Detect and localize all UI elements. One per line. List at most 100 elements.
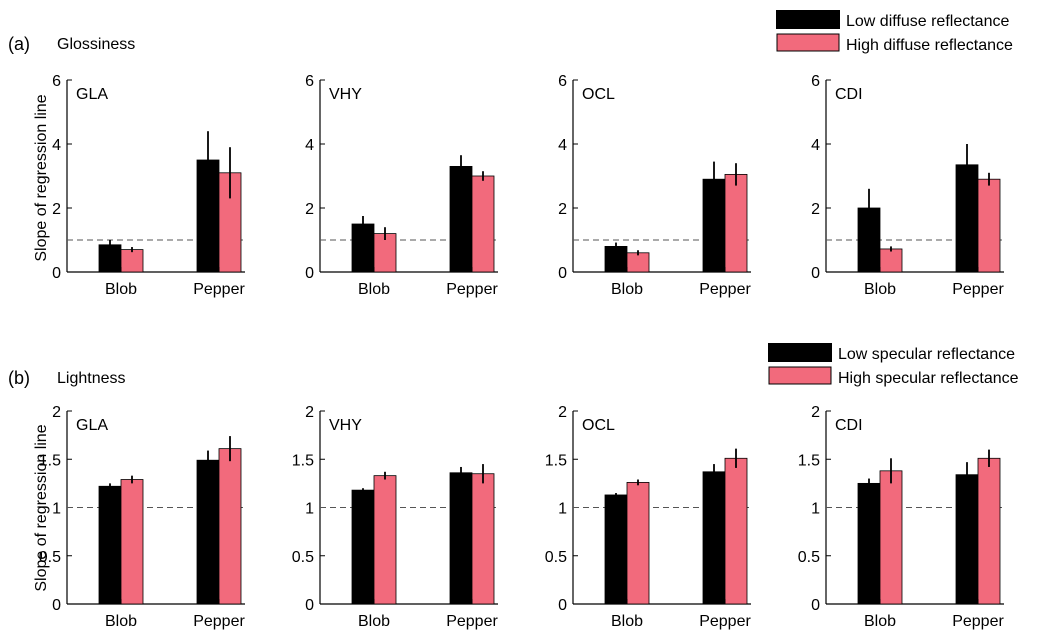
bar-low xyxy=(196,459,220,605)
y-tick-label: 4 xyxy=(52,137,61,154)
bar-low xyxy=(604,494,628,605)
y-tick-label: 0 xyxy=(305,597,314,614)
y-tick-label: 6 xyxy=(52,73,61,90)
subplot-vhy-b: 0 0.5 1 1.5 2 VHY Blob Pepper xyxy=(292,404,500,630)
legend-a: Low diffuse reflectance High diffuse ref… xyxy=(776,10,1013,54)
y-tick-label: 1 xyxy=(558,501,567,518)
bar-low xyxy=(449,472,473,605)
bar-high xyxy=(879,248,903,273)
bar-high xyxy=(626,482,650,605)
x-tick-label: Pepper xyxy=(446,613,498,630)
bar-high xyxy=(977,457,1001,605)
bar-low xyxy=(857,482,881,605)
subplot-title: GLA xyxy=(76,86,108,103)
y-tick-label: 6 xyxy=(558,73,567,90)
y-tick-label: 4 xyxy=(811,137,820,154)
panel-title-a: Glossiness xyxy=(57,36,135,53)
subplots: 0 2 4 6 GLA Blob Pepper 0 2 4 6 VHY Blob Pepper 0 2 4 6 OC… xyxy=(39,73,1006,630)
y-tick-label: 1.5 xyxy=(798,452,820,469)
bar-high xyxy=(373,475,397,605)
legend-b-swatch-low xyxy=(768,343,832,362)
y-tick-label: 2 xyxy=(811,201,820,218)
x-tick-label: Blob xyxy=(105,281,137,298)
y-tick-label: 0 xyxy=(558,597,567,614)
y-tick-label: 6 xyxy=(305,73,314,90)
y-tick-label: 1.5 xyxy=(545,452,567,469)
bar-high xyxy=(724,173,748,273)
bar-low xyxy=(702,471,726,605)
x-tick-label: Pepper xyxy=(193,613,245,630)
x-tick-label: Blob xyxy=(864,281,896,298)
bar-high xyxy=(120,479,144,605)
subplot-gla-a: 0 2 4 6 GLA Blob Pepper xyxy=(52,73,247,298)
legend-b-swatch-high xyxy=(768,366,832,385)
x-tick-label: Pepper xyxy=(699,613,751,630)
y-tick-label: 2 xyxy=(558,201,567,218)
y-tick-label: 2 xyxy=(305,201,314,218)
x-tick-label: Blob xyxy=(864,613,896,630)
x-tick-label: Blob xyxy=(105,613,137,630)
y-tick-label: 0.5 xyxy=(545,549,567,566)
x-tick-label: Pepper xyxy=(699,281,751,298)
y-tick-label: 2 xyxy=(52,404,61,421)
y-tick-label: 2 xyxy=(811,404,820,421)
x-tick-label: Blob xyxy=(358,613,390,630)
subplot-title: CDI xyxy=(835,86,863,103)
x-tick-label: Pepper xyxy=(952,613,1004,630)
y-tick-label: 0 xyxy=(558,265,567,282)
y-tick-label: 0 xyxy=(52,265,61,282)
y-tick-label: 0 xyxy=(52,597,61,614)
y-tick-label: 0.5 xyxy=(292,549,314,566)
subplot-title: VHY xyxy=(329,86,362,103)
y-tick-label: 1 xyxy=(52,501,61,518)
y-tick-label: 4 xyxy=(305,137,314,154)
y-tick-label: 0 xyxy=(305,265,314,282)
y-tick-label: 1 xyxy=(811,501,820,518)
subplot-ocl-a: 0 2 4 6 OCL Blob Pepper xyxy=(558,73,753,298)
y-tick-label: 1 xyxy=(305,501,314,518)
subplot-ocl-b: 0 0.5 1 1.5 2 OCL Blob Pepper xyxy=(545,404,753,630)
bar-high xyxy=(626,252,650,273)
y-tick-label: 0 xyxy=(811,265,820,282)
ylabel-a: Slope of regression line xyxy=(33,94,50,261)
legend-a-label-high: High diffuse reflectance xyxy=(846,37,1013,54)
subplot-title: VHY xyxy=(329,417,362,434)
legend-b-label-low: Low specular reflectance xyxy=(838,346,1015,363)
bar-high xyxy=(471,473,495,605)
subplot-gla-b: 0 0.5 1 1.5 2 GLA Blob Pepper xyxy=(39,404,247,630)
bar-high xyxy=(218,448,242,605)
y-tick-label: 1.5 xyxy=(39,452,61,469)
subplot-vhy-a: 0 2 4 6 VHY Blob Pepper xyxy=(305,73,500,298)
y-tick-label: 2 xyxy=(52,201,61,218)
subplot-cdi-a: 0 2 4 6 CDI Blob Pepper xyxy=(811,73,1006,298)
y-tick-label: 4 xyxy=(558,137,567,154)
y-tick-label: 0.5 xyxy=(39,549,61,566)
bar-high xyxy=(724,457,748,605)
x-tick-label: Pepper xyxy=(952,281,1004,298)
y-tick-label: 0 xyxy=(811,597,820,614)
subplot-title: OCL xyxy=(582,417,615,434)
bar-high xyxy=(879,470,903,605)
panel-title-b: Lightness xyxy=(57,370,126,387)
subplot-title: CDI xyxy=(835,417,863,434)
legend-a-label-low: Low diffuse reflectance xyxy=(846,13,1009,30)
bar-high xyxy=(977,178,1001,273)
bar-high xyxy=(471,175,495,273)
legend-a-swatch-high xyxy=(776,33,840,52)
x-tick-label: Blob xyxy=(611,281,643,298)
ylabel-b: Slope of regression line xyxy=(33,424,50,591)
y-tick-label: 2 xyxy=(305,404,314,421)
subplot-title: GLA xyxy=(76,417,108,434)
subplot-title: OCL xyxy=(582,86,615,103)
y-tick-label: 0.5 xyxy=(798,549,820,566)
panel-letter-b: (b) xyxy=(8,368,30,388)
bar-low xyxy=(955,474,979,605)
y-tick-label: 2 xyxy=(558,404,567,421)
bar-low xyxy=(98,485,122,605)
legend-b: Low specular reflectance High specular r… xyxy=(768,343,1019,387)
y-tick-label: 1.5 xyxy=(292,452,314,469)
subplot-cdi-b: 0 0.5 1 1.5 2 CDI Blob Pepper xyxy=(798,404,1006,630)
legend-b-label-high: High specular reflectance xyxy=(838,370,1019,387)
x-tick-label: Blob xyxy=(358,281,390,298)
